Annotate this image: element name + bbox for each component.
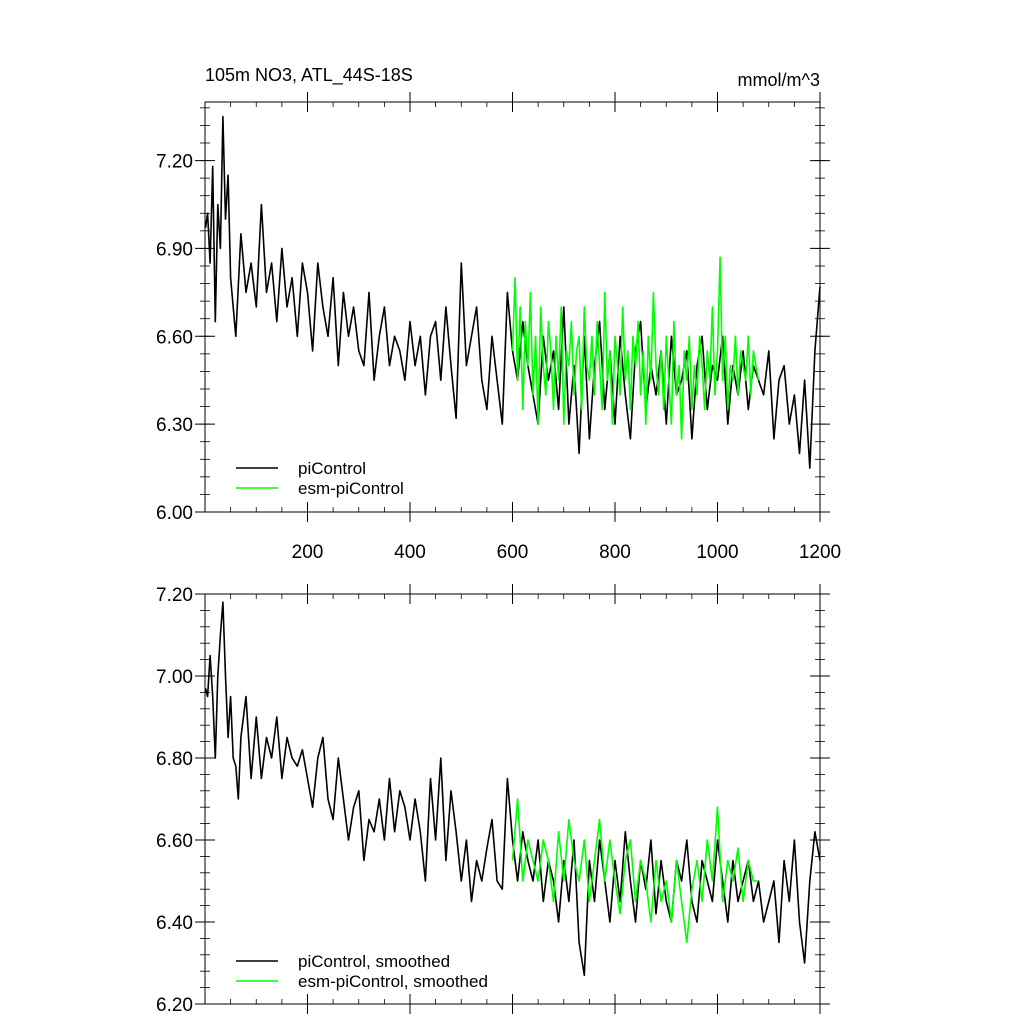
y-tick-label: 6.20 — [156, 995, 193, 1016]
x-tick-label: 200 — [292, 542, 324, 563]
panel-title: 105m NO3, ATL_44S-18S — [205, 65, 413, 86]
y-tick-label: 6.30 — [156, 415, 193, 436]
top-panel-frame — [204, 101, 821, 513]
y-tick-label: 6.60 — [156, 327, 193, 348]
y-tick-label: 6.40 — [156, 913, 193, 934]
y-tick-label: 6.60 — [156, 831, 193, 852]
series-line-esm-picontrol — [511, 798, 759, 944]
legend-label: piControl, smoothed — [298, 952, 450, 971]
series-line-picontrol — [204, 601, 821, 977]
series-line-esm-picontrol — [511, 256, 760, 440]
top-panel-series — [204, 115, 821, 469]
y-tick-label: 6.00 — [156, 503, 193, 524]
bottom-panel-ticks: 6.20 6.40 6.60 6.80 7.00 7.20 — [156, 584, 830, 1016]
y-tick-label: 7.20 — [156, 152, 193, 173]
x-tick-label: 600 — [497, 542, 529, 563]
bottom-panel-frame — [204, 593, 821, 1005]
series-line-picontrol — [204, 115, 821, 469]
x-tick-label: 800 — [599, 542, 631, 563]
top-panel-ticks: 6.00 6.30 6.60 6.90 7.20 200 400 600 800 1000 1200 — [156, 92, 841, 563]
top-panel: 105m NO3, ATL_44S-18S mmol/m^3 6.006.306… — [156, 65, 841, 563]
x-tick-label: 1200 — [799, 542, 841, 563]
units-label: mmol/m^3 — [738, 70, 820, 90]
bottom-panel: 6.20 6.40 6.60 6.80 7.00 7.20 piControl, smoo… — [156, 584, 830, 1016]
x-tick-label: 400 — [394, 542, 426, 563]
bottom-panel-series — [204, 601, 821, 977]
legend-label: esm-piControl — [298, 479, 404, 498]
legend-label: esm-piControl, smoothed — [298, 972, 488, 991]
y-tick-label: 6.90 — [156, 239, 193, 260]
y-tick-label: 7.00 — [156, 667, 193, 688]
y-tick-label: 7.20 — [156, 585, 193, 606]
legend-label: piControl — [298, 459, 366, 478]
y-tick-label: 6.80 — [156, 749, 193, 770]
x-tick-label: 1000 — [696, 542, 738, 563]
